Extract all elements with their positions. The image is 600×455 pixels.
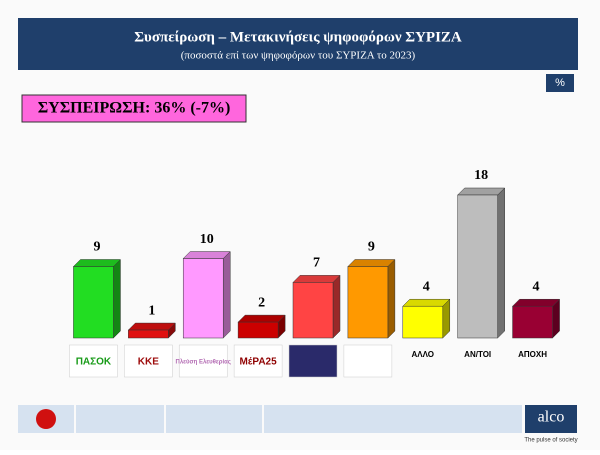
value-label: 9 xyxy=(93,240,100,255)
bar-top xyxy=(127,322,176,331)
bar-top xyxy=(347,259,396,267)
x-tick-label: ΚΚΕ xyxy=(138,357,159,368)
logo-box xyxy=(124,344,173,378)
bar xyxy=(292,282,334,339)
footer-box xyxy=(166,405,262,433)
tagline: The pulse of society xyxy=(524,438,577,444)
value-label: 9 xyxy=(368,240,375,255)
bar xyxy=(128,329,169,339)
x-tick-label: ΜέΡΑ25 xyxy=(240,357,278,368)
value-label: 10 xyxy=(200,232,214,247)
chart-subtitle: (ποσοστά επί των ψηφοφόρων του ΣΥΡΙΖΑ το… xyxy=(181,50,416,62)
footer-logo xyxy=(36,409,56,429)
bar-side xyxy=(113,258,121,339)
x-tick-label: ΑΠΟΧΗ xyxy=(518,350,547,359)
highlight-text: ΣΥΣΠΕΙΡΩΣΗ: 36% (-7%) xyxy=(38,100,231,117)
header-box xyxy=(18,18,578,70)
bar-top xyxy=(402,298,451,307)
bar-side xyxy=(497,187,505,339)
value-label: 1 xyxy=(148,303,155,318)
bar-side xyxy=(387,258,396,339)
bar-top xyxy=(457,187,506,196)
bar xyxy=(237,321,279,339)
x-tick-label: ΑΝ/ΤΟΙ xyxy=(464,350,491,359)
x-tick-label: ΠΑΣΟΚ xyxy=(76,357,112,368)
highlight-box xyxy=(21,94,247,123)
bar-side xyxy=(332,274,341,339)
footer-box xyxy=(264,405,522,433)
value-label: 4 xyxy=(423,279,430,294)
footer-box xyxy=(76,405,164,433)
logo-box xyxy=(343,344,393,378)
brand: alco xyxy=(538,409,565,426)
logo-box xyxy=(288,344,338,378)
bar xyxy=(182,258,224,339)
x-tick-label: Πλεύση Ελευθερίας xyxy=(176,360,231,366)
bar xyxy=(347,266,389,339)
value-label: 7 xyxy=(313,256,320,271)
bar-top xyxy=(292,275,341,283)
bar-top xyxy=(511,298,561,307)
bar xyxy=(457,194,498,339)
brand-box xyxy=(525,405,577,433)
x-tick-label: ΑΛΛΟ xyxy=(412,350,434,359)
value-label: 4 xyxy=(533,279,540,294)
value-label: 18 xyxy=(474,168,488,183)
logo-box xyxy=(178,344,228,378)
value-label: 2 xyxy=(258,295,265,310)
bar xyxy=(512,305,553,339)
chart-title: Συσπείρωση – Μετακινήσεις ψηφοφόρων ΣΥΡΙ… xyxy=(134,29,462,45)
bar xyxy=(402,305,444,339)
logo-box xyxy=(233,344,283,378)
bar-top xyxy=(72,259,122,267)
bar-top xyxy=(182,251,231,259)
bar xyxy=(73,266,114,339)
unit-badge xyxy=(546,74,574,92)
logo-box xyxy=(69,344,118,378)
bar-top xyxy=(237,314,286,323)
bar-side xyxy=(222,250,231,339)
unit-badge-text: % xyxy=(555,77,565,89)
